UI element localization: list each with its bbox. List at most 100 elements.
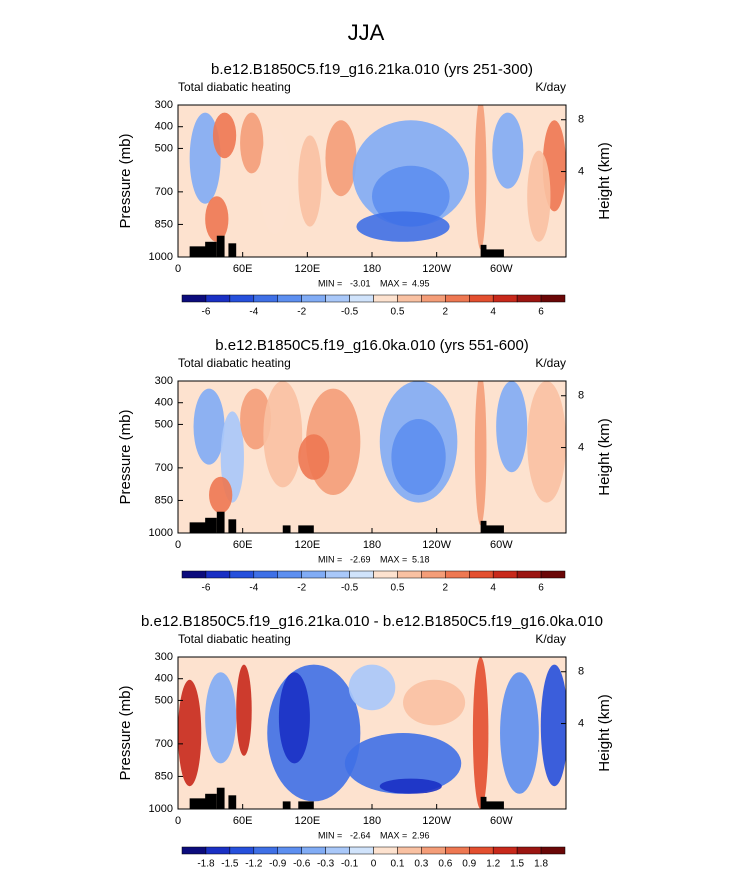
colorbar-box [492, 294, 518, 303]
terrain [228, 243, 237, 257]
colorbar-box [397, 570, 422, 579]
contour-field [178, 657, 566, 809]
colorbar-box [253, 846, 278, 855]
colorbar-box [349, 846, 374, 855]
terrain [228, 519, 237, 533]
colorbar-box [277, 570, 302, 579]
terrain [216, 235, 225, 257]
colorbar-label: 0.3 [414, 859, 428, 870]
colorbar-box [421, 846, 446, 855]
x-tick-label: 180 [363, 263, 381, 275]
colorbar-label: -0.9 [269, 859, 287, 870]
terrain [189, 522, 208, 533]
contour-fill [492, 112, 524, 189]
terrain [205, 793, 217, 809]
colorbar-label: 0.5 [390, 583, 404, 594]
colorbar-box [325, 846, 350, 855]
colorbar-box [445, 570, 470, 579]
x-tick-label: 120E [294, 539, 320, 551]
colorbar-box [253, 294, 278, 303]
colorbar-label: 2 [443, 583, 449, 594]
x-tick-label: 0 [175, 539, 181, 551]
colorbar-label: 0.5 [390, 307, 404, 318]
min-value: -3.01 [350, 278, 371, 288]
colorbar-box [469, 846, 494, 855]
colorbar-box [540, 846, 566, 855]
colorbar-box [229, 846, 255, 855]
colorbar-label: -0.5 [341, 583, 359, 594]
contour-fill [391, 419, 446, 495]
colorbar-label: -1.2 [245, 859, 263, 870]
left-label: Total diabatic heating [178, 632, 291, 646]
y-tick-label: 500 [155, 418, 173, 430]
x-tick-label: 120E [294, 815, 320, 827]
y-tick-label: 400 [155, 673, 173, 685]
terrain [480, 796, 487, 809]
min-label: MIN = [318, 830, 342, 840]
contour-fill [403, 679, 466, 726]
contour-fill [474, 105, 487, 250]
y-tick-label: 500 [155, 142, 173, 154]
colorbar-box [540, 570, 566, 579]
y-tick-label: 400 [155, 397, 173, 409]
x-tick-label: 60W [490, 263, 513, 275]
contour-fill [205, 672, 237, 764]
colorbar-box [421, 294, 446, 303]
terrain [205, 517, 217, 533]
right-label: K/day [535, 356, 566, 370]
contour-fill [193, 388, 225, 465]
colorbar-label: 4 [490, 583, 496, 594]
contour-fill [263, 381, 303, 488]
max-value: 2.96 [412, 830, 430, 840]
contour-fill [278, 672, 310, 764]
max-label: MAX = [380, 554, 407, 564]
max-value: 5.18 [412, 554, 430, 564]
colorbar-label: 4 [490, 307, 496, 318]
contour-fill [474, 381, 487, 526]
x-tick-label: 60E [233, 539, 253, 551]
x-tick-label: 120W [422, 815, 451, 827]
panel-title: b.e12.B1850C5.f19_g16.21ka.010 (yrs 251-… [211, 61, 533, 78]
max-label: MAX = [380, 830, 407, 840]
contour-fill [348, 664, 396, 711]
colorbar-label: 6 [538, 583, 544, 594]
min-label: MIN = [318, 554, 342, 564]
colorbar-box [229, 294, 255, 303]
terrain [298, 801, 314, 809]
x-tick-label: 180 [363, 539, 381, 551]
colorbar-label: -0.6 [293, 859, 311, 870]
figure-title: JJA [348, 20, 385, 45]
colorbar-box [373, 294, 398, 303]
y2-axis-label: Height (km) [596, 694, 613, 772]
y2-axis-label: Height (km) [596, 142, 613, 220]
terrain [484, 525, 504, 533]
y2-tick-label: 8 [578, 114, 584, 126]
colorbar-box [301, 570, 326, 579]
colorbar-box [301, 846, 326, 855]
contour-fill [527, 381, 566, 503]
colorbar-label: -1.5 [221, 859, 239, 870]
terrain [282, 801, 291, 809]
colorbar-label: -4 [249, 307, 258, 318]
contour-fill [298, 434, 330, 480]
x-tick-label: 180 [363, 815, 381, 827]
terrain [480, 244, 487, 257]
colorbar-label: 1.8 [534, 859, 548, 870]
x-tick-label: 0 [175, 815, 181, 827]
contour-fills [178, 657, 566, 809]
y-tick-label: 1000 [149, 803, 173, 815]
contour-field [178, 381, 566, 533]
colorbar-label: 0.1 [390, 859, 404, 870]
colorbar-label: -4 [249, 583, 258, 594]
contour-fill [259, 127, 291, 235]
colorbar-box [540, 294, 566, 303]
colorbar-label: -0.5 [341, 307, 359, 318]
min-value: -2.64 [350, 830, 371, 840]
contour-fill [212, 112, 237, 159]
y-tick-label: 400 [155, 121, 173, 133]
contour-fills [178, 381, 566, 533]
colorbar-box [277, 294, 302, 303]
colorbar-box [516, 846, 542, 855]
